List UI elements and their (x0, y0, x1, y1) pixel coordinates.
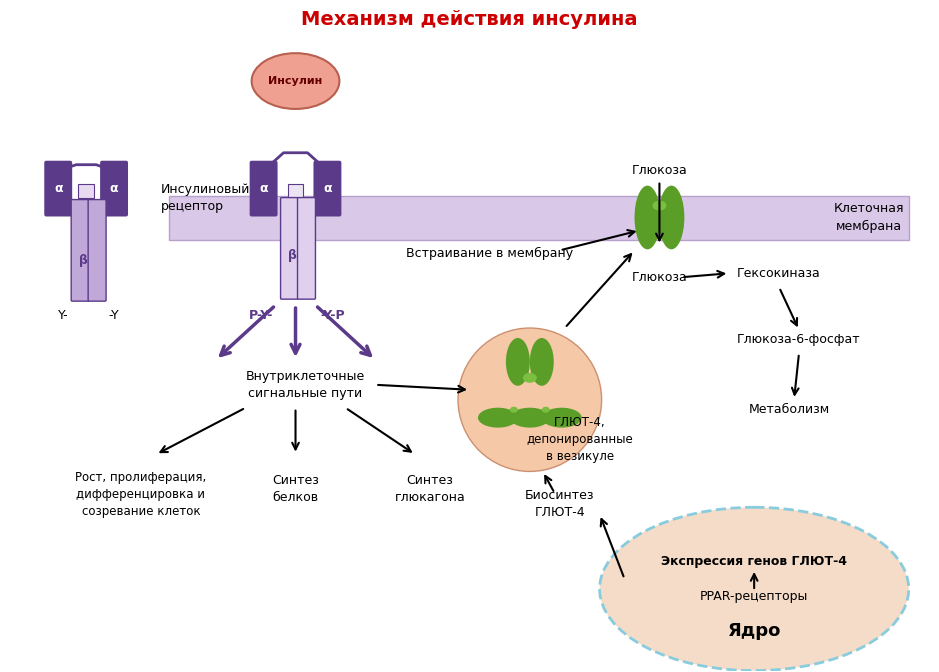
Text: α: α (323, 182, 331, 195)
Text: Инсулиновый
рецептор: Инсулиновый рецептор (161, 183, 251, 212)
Ellipse shape (458, 328, 602, 472)
Text: Глюкоза: Глюкоза (632, 271, 687, 284)
Ellipse shape (600, 507, 909, 671)
Text: Встраивание в мембрану: Встраивание в мембрану (407, 247, 574, 260)
Text: Внутриклеточные
сигнальные пути: Внутриклеточные сигнальные пути (246, 370, 365, 400)
Text: β: β (288, 249, 297, 262)
Text: Глюкоза: Глюкоза (632, 164, 687, 177)
Ellipse shape (542, 408, 581, 427)
FancyBboxPatch shape (281, 198, 299, 299)
Bar (169, 196, 909, 241)
Text: P-Y-: P-Y- (249, 308, 273, 322)
FancyBboxPatch shape (298, 198, 316, 299)
Text: ГЛЮТ-4,
депонированные
в везикуле: ГЛЮТ-4, депонированные в везикуле (526, 416, 633, 463)
Bar (287, 183, 303, 198)
Ellipse shape (542, 407, 549, 413)
FancyBboxPatch shape (250, 161, 278, 216)
Text: Синтез
глюкагона: Синтез глюкагона (394, 474, 466, 505)
Ellipse shape (523, 373, 537, 383)
Ellipse shape (252, 53, 339, 109)
Text: Метаболизм: Метаболизм (748, 403, 830, 416)
Text: PPAR-рецепторы: PPAR-рецепторы (700, 591, 808, 603)
Ellipse shape (478, 408, 517, 427)
FancyBboxPatch shape (100, 161, 128, 216)
Bar (78, 183, 94, 198)
Text: Механизм действия инсулина: Механизм действия инсулина (300, 10, 638, 29)
Text: β: β (79, 254, 87, 267)
Text: Биосинтез
ГЛЮТ-4: Биосинтез ГЛЮТ-4 (525, 489, 594, 519)
Text: α: α (110, 182, 118, 195)
Text: Экспрессия генов ГЛЮТ-4: Экспрессия генов ГЛЮТ-4 (661, 554, 847, 568)
Text: Гексокиназа: Гексокиназа (737, 267, 821, 280)
Text: α: α (259, 182, 268, 195)
Text: -Y-P: -Y-P (320, 308, 345, 322)
Text: Клеточная
мембрана: Клеточная мембрана (834, 202, 904, 233)
Ellipse shape (510, 407, 517, 413)
FancyBboxPatch shape (314, 161, 342, 216)
Text: Глюкоза-6-фосфат: Глюкоза-6-фосфат (737, 333, 861, 347)
Ellipse shape (635, 185, 660, 249)
Text: Синтез
белков: Синтез белков (272, 474, 319, 505)
Ellipse shape (658, 185, 685, 249)
Text: Рост, пролиферация,
дифференцировка и
созревание клеток: Рост, пролиферация, дифференцировка и со… (75, 471, 207, 518)
Text: Ядро: Ядро (728, 622, 781, 640)
Text: α: α (54, 182, 63, 195)
FancyBboxPatch shape (71, 200, 89, 301)
Ellipse shape (530, 338, 554, 386)
Text: -Y: -Y (108, 308, 118, 322)
Ellipse shape (653, 200, 667, 210)
Text: Инсулин: Инсулин (269, 76, 323, 86)
FancyBboxPatch shape (44, 161, 72, 216)
Text: Y-: Y- (57, 308, 69, 322)
Ellipse shape (506, 338, 530, 386)
FancyBboxPatch shape (88, 200, 106, 301)
Ellipse shape (510, 408, 549, 427)
